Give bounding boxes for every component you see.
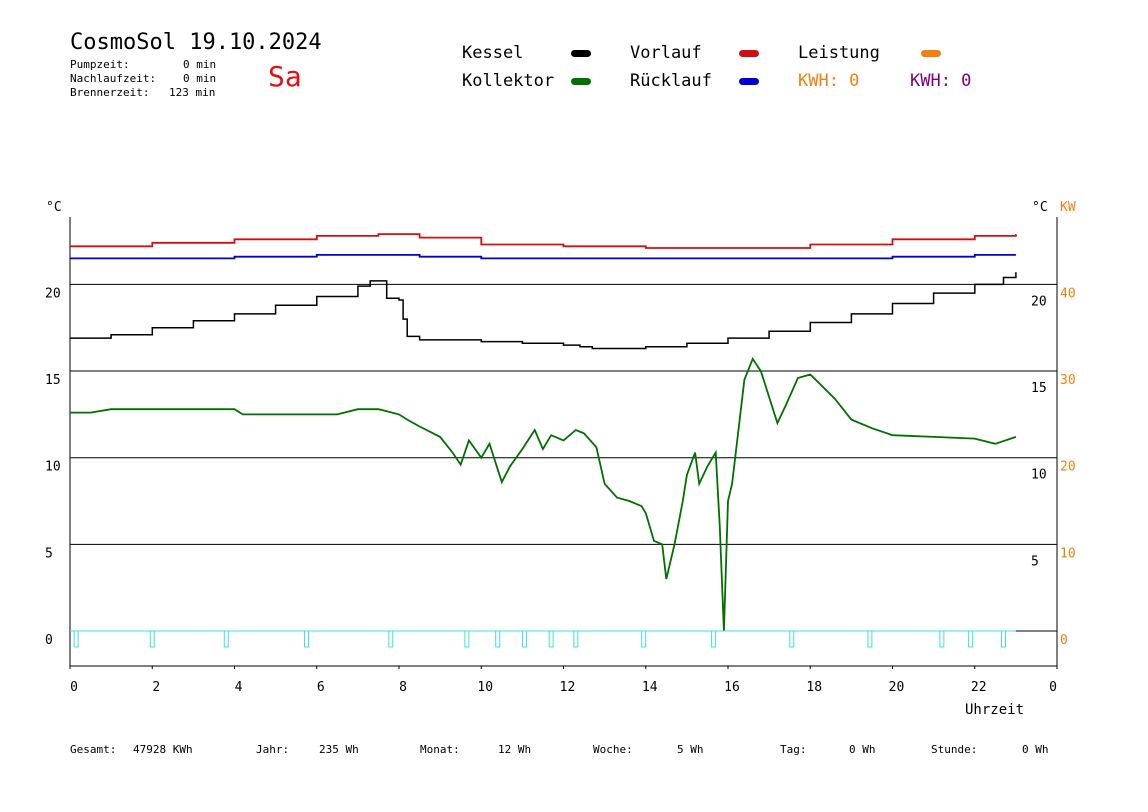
weekday-label: Sa — [268, 60, 302, 93]
pump-pulse — [149, 630, 155, 648]
x-tick-label: 10 — [477, 680, 493, 695]
footer-tag-value: 0 Wh — [849, 743, 876, 756]
legend-vorlauf-label: Vorlauf — [630, 43, 702, 63]
pump-pulse — [73, 630, 79, 648]
stat-pumpzeit-label: Pumpzeit: — [70, 58, 130, 71]
x-axis-label: Uhrzeit — [965, 702, 1024, 718]
chart-title: CosmoSol 19.10.2024 — [70, 30, 322, 55]
x-tick-label: 8 — [399, 680, 407, 695]
x-tick-label: 0 — [1049, 680, 1057, 695]
y-axis-kw-unit: KW — [1060, 200, 1076, 215]
y-tick-kw: 40 — [1060, 286, 1076, 301]
x-tick-label: 12 — [560, 680, 576, 695]
pump-pulse — [303, 630, 309, 648]
legend-kwh-orange: KWH: 0 — [798, 71, 860, 91]
y-tick-right: 5 — [1031, 554, 1039, 569]
x-tick-label: 6 — [317, 680, 325, 695]
x-tick-label: 16 — [724, 680, 740, 695]
footer-jahr-value: 235 Wh — [319, 743, 359, 756]
x-tick-label: 18 — [806, 680, 822, 695]
y-tick-left: 0 — [45, 633, 53, 648]
legend-kollektor-swatch — [571, 78, 591, 85]
y-tick-left: 5 — [45, 546, 53, 561]
y-tick-left: 15 — [45, 373, 61, 388]
pump-pulse — [573, 630, 579, 648]
y-tick-right: 20 — [1031, 294, 1047, 309]
footer-stunde-value: 0 Wh — [1022, 743, 1049, 756]
legend-kessel-swatch — [571, 50, 591, 57]
y-axis-right-unit: °C — [1032, 200, 1048, 215]
y-tick-right: 10 — [1031, 468, 1047, 483]
x-tick-label: 22 — [971, 680, 987, 695]
footer-woche-value: 5 Wh — [677, 743, 704, 756]
series-kollektor — [70, 356, 1017, 632]
pump-pulse — [939, 630, 945, 648]
footer-monat-label: Monat: — [420, 743, 460, 756]
legend-ruecklauf-swatch — [739, 78, 759, 85]
pump-pulse — [711, 630, 717, 648]
footer-stunde-label: Stunde: — [931, 743, 978, 756]
pump-pulse — [521, 630, 527, 648]
legend-vorlauf-swatch — [739, 50, 759, 57]
series-vorlauf — [70, 233, 1017, 249]
y-axis-left-unit: °C — [46, 200, 62, 215]
stat-brennerzeit-label: Brennerzeit: — [70, 86, 150, 99]
stat-nachlaufzeit-label: Nachlaufzeit: — [70, 72, 157, 85]
series-kessel — [70, 272, 1017, 350]
footer-woche-label: Woche: — [593, 743, 633, 756]
footer-tag-label: Tag: — [780, 743, 807, 756]
pump-pulse — [867, 630, 873, 648]
x-tick-label: 14 — [642, 680, 658, 695]
y-tick-kw: 10 — [1060, 546, 1076, 561]
pump-pulse — [495, 630, 501, 648]
legend-leistung-swatch — [921, 50, 941, 57]
stat-pumpzeit-value: 0 min — [183, 58, 217, 71]
x-tick-label: 0 — [70, 680, 78, 695]
y-tick-left: 10 — [45, 460, 61, 475]
y-tick-kw: 0 — [1060, 633, 1068, 648]
y-tick-right: 15 — [1031, 381, 1047, 396]
pump-pulse — [223, 630, 229, 648]
footer-gesamt-label: Gesamt: — [70, 743, 117, 756]
pump-pulse — [464, 630, 470, 648]
legend-kessel-label: Kessel — [462, 43, 524, 63]
footer-gesamt-value: 47928 KWh — [133, 743, 193, 756]
legend-kwh-purple: KWH: 0 — [910, 71, 972, 91]
series-ruecklauf — [70, 254, 1016, 260]
pump-pulse — [789, 630, 795, 648]
y-tick-left: 20 — [45, 286, 61, 301]
y-tick-kw: 30 — [1060, 373, 1076, 388]
pump-pulse — [548, 630, 554, 648]
pump-pulse — [968, 630, 974, 648]
pump-pulse — [1001, 630, 1007, 648]
pump-pulse — [388, 630, 394, 648]
footer-monat-value: 12 Wh — [498, 743, 532, 756]
legend-kollektor-label: Kollektor — [462, 71, 555, 91]
x-tick-label: 4 — [235, 680, 243, 695]
stat-nachlaufzeit-value: 0 min — [183, 72, 217, 85]
pump-pulse — [641, 630, 647, 648]
y-tick-kw: 20 — [1060, 460, 1076, 475]
legend-ruecklauf-label: Rücklauf — [630, 71, 712, 91]
stat-brennerzeit-value: 123 min — [169, 86, 216, 99]
x-tick-label: 2 — [152, 680, 160, 695]
legend-leistung-label: Leistung — [798, 43, 880, 63]
x-tick-label: 20 — [889, 680, 905, 695]
footer-jahr-label: Jahr: — [256, 743, 290, 756]
